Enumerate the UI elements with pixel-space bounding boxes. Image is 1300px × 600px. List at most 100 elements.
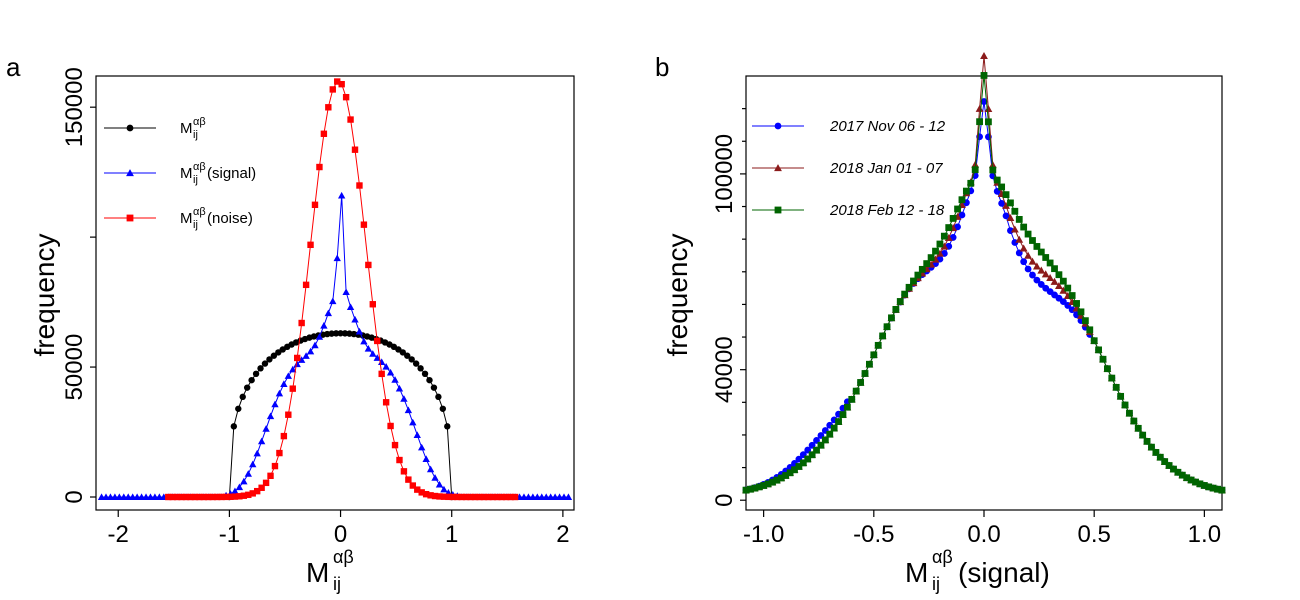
panel-a-series-2-point	[338, 80, 345, 88]
panel-b-series-1-line	[745, 55, 1223, 491]
panel-b-series-2-point	[1139, 431, 1147, 439]
panel-b-series-1-point	[1077, 311, 1085, 319]
panel-b-series-2-point	[1042, 254, 1050, 261]
panel-a-series-1-point	[302, 352, 310, 359]
panel-a-series-2-point	[494, 493, 501, 501]
panel-a-series-2-point	[471, 493, 479, 501]
panel-b-x-axis: -1.0 -0.5 0.0 0.5 1.0	[743, 510, 1221, 548]
panel-a-series-2-point	[458, 493, 465, 501]
panel-b-legend-label-0: 2017 Nov 06 - 12	[829, 118, 946, 135]
panel-b-legend-label-2: 2018 Feb 12 - 18	[829, 202, 945, 219]
panel-b-series-2-point	[1156, 453, 1164, 461]
panel-a-series-0-point	[417, 365, 424, 372]
panel-a-series-1-point	[395, 384, 404, 392]
panel-b-series-2-point	[747, 485, 754, 493]
panel-b-series-2-point	[1059, 277, 1067, 285]
panel-b-series-2-point	[980, 72, 988, 79]
panel-a-legend-label-1-sup: αβ	[193, 161, 206, 173]
panel-a-legend-label-0-sup: αβ	[193, 116, 206, 128]
panel-a-series-2-point	[218, 493, 225, 501]
panel-b-series-1-point	[975, 104, 984, 112]
panel-b-series-2-point	[1077, 308, 1085, 316]
panel-a-series-1-point	[231, 487, 239, 495]
panel-b-series-2-point	[1033, 243, 1041, 250]
panel-a-series-2-point	[467, 493, 474, 501]
panel-a-series-2-point	[418, 489, 425, 496]
panel-a-series-0-point	[332, 330, 340, 337]
panel-b-series-2-point	[1095, 346, 1102, 354]
panel-a-series-0-point	[235, 405, 242, 412]
panel-a-series-2-line	[168, 80, 516, 498]
panel-a-series-2-point	[302, 281, 310, 289]
panel-a-series-1-point	[382, 363, 390, 370]
panel-b-series-0-point	[1029, 271, 1036, 279]
panel-b-series-1-point	[1024, 251, 1032, 259]
panel-a-series-2-point	[507, 493, 514, 501]
panel-a-series-2-point	[169, 493, 176, 501]
panel-a-series-1-point	[275, 389, 284, 397]
panel-a-series-2-point	[400, 468, 408, 475]
panel-a-series-2-point	[271, 462, 279, 470]
panel-b-series-2-point	[1046, 259, 1054, 267]
panel-a-series-1-point	[391, 376, 399, 383]
panel-b-series-2-point	[1165, 462, 1173, 469]
panel-b-series-2-point	[1117, 392, 1125, 400]
panel-b-series-2-point	[1192, 478, 1199, 486]
panel-a-series-0-point	[270, 352, 278, 359]
panel-a-series-0-point	[412, 360, 420, 367]
panel-b-xtick-label: 0.5	[1077, 521, 1110, 548]
panel-b-series-2-point	[826, 430, 834, 438]
panel-b-series-2-point	[1090, 337, 1098, 345]
panel-a-series-2-point	[382, 399, 390, 406]
panel-a-series-2-point	[311, 201, 319, 209]
panel-b-series-0-point	[954, 223, 961, 231]
panel-a-series-1-point	[271, 400, 279, 408]
panel-b-series-2-point	[786, 469, 794, 477]
panel-b-series-2-point	[993, 176, 1001, 184]
panel-b-series-2-point	[971, 166, 979, 174]
panel-b-xtick-label: -1.0	[743, 521, 784, 548]
panel-b-series-2-point	[998, 183, 1006, 191]
panel-b-series-2-point	[813, 446, 820, 454]
panel-b-xlabel-sup: αβ	[932, 547, 953, 567]
panel-b-series-2-point	[976, 118, 983, 126]
panel-b-series-2-point	[949, 215, 957, 222]
panel-a-series-0-point	[444, 423, 451, 430]
panel-a-series-1-point	[360, 337, 368, 345]
panel-b-xlabel-suffix: (signal)	[958, 557, 1050, 588]
panel-a-y-axis-label: frequency	[29, 234, 60, 357]
panel-b-series-2-point	[1170, 465, 1177, 473]
panel-b-series-1-point	[980, 51, 988, 59]
panel-a-series-2-point	[209, 493, 216, 501]
panel-b-series-2-point	[1007, 199, 1014, 207]
panel-b: b -1.0 -0.5 0.0 0.5 1.0 0 40000 100000 frequen…	[655, 51, 1226, 594]
panel-a-series-1-point	[413, 431, 421, 439]
panel-b-series-2-point	[795, 463, 803, 470]
panel-b-series-2-point	[817, 441, 825, 449]
panel-b-series-2-point	[861, 370, 869, 377]
panel-a-series-1-point	[422, 455, 430, 462]
panel-b-series-1-point	[988, 161, 997, 169]
panel-b-series-2-point	[1099, 355, 1107, 363]
panel-a-series-2-point	[405, 476, 412, 483]
panel-a-ytick-label: 150000	[61, 67, 88, 147]
panel-a-legend-label-2-sup: αβ	[193, 206, 206, 218]
panel-a-series-1-point	[266, 412, 275, 420]
panel-a-series-0-point	[426, 376, 433, 384]
panel-b-series-2-point	[918, 265, 926, 273]
panel-a-series-2-point	[325, 104, 332, 111]
panel-a-legend-label-2-main: M	[180, 210, 193, 227]
panel-a-series-2-point	[502, 493, 510, 501]
panel-b-series-2-point	[1214, 485, 1221, 493]
panel-a-series-2-point	[320, 130, 328, 137]
panel-b-series-2-point	[892, 305, 900, 313]
panel-b-legend: 2017 Nov 06 - 12 2018 Jan 01 - 07 2018 Feb…	[752, 118, 946, 219]
panel-b-series-2-point	[870, 351, 878, 359]
panel-a-series-2-point	[298, 319, 305, 327]
panel-b-series-2-point	[821, 436, 829, 444]
panel-a-series-group	[97, 78, 573, 501]
panel-a-series-2-point	[307, 241, 314, 249]
panel-b-series-2-point	[835, 418, 842, 425]
panel-b-series-2-point	[1011, 207, 1019, 215]
panel-a-series-2-point	[231, 493, 239, 500]
